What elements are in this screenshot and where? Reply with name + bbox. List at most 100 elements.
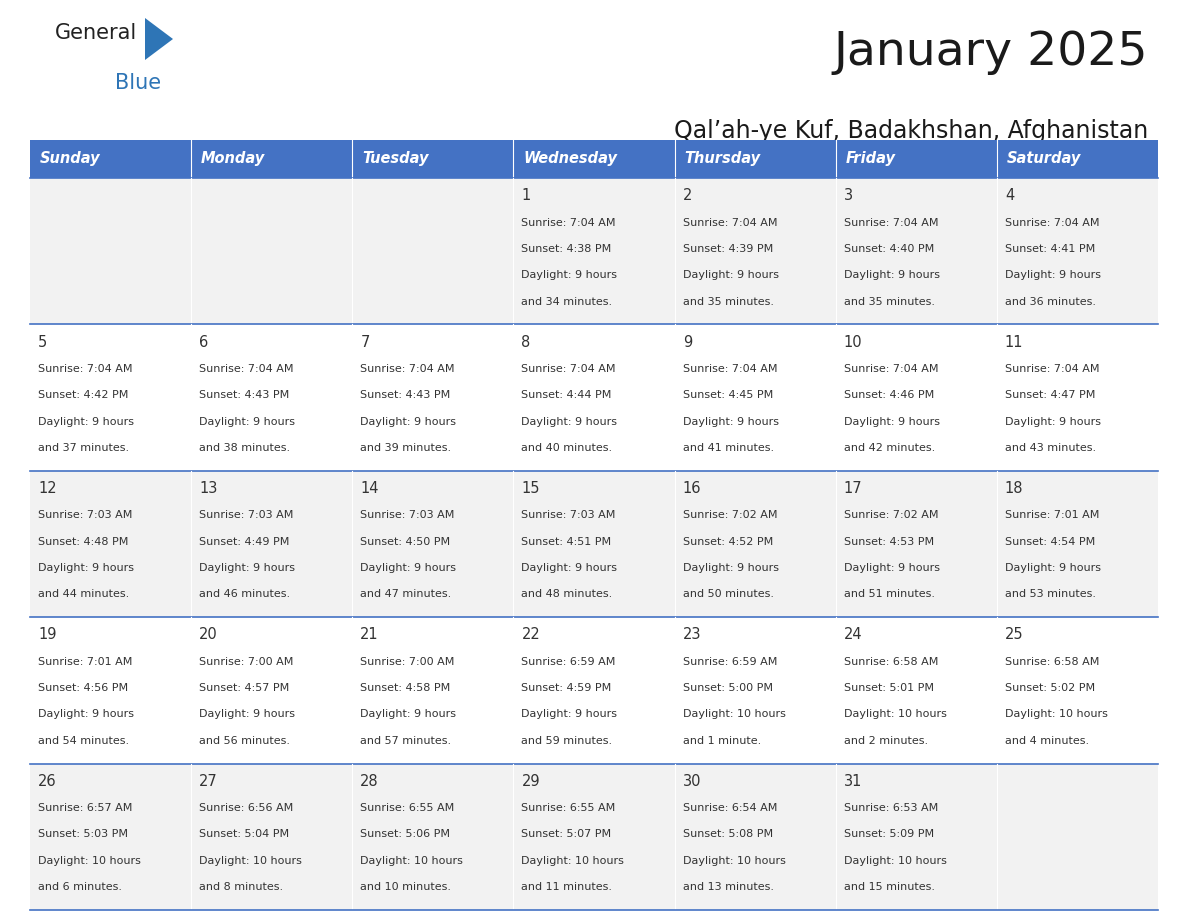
Text: and 37 minutes.: and 37 minutes. <box>38 443 129 453</box>
Text: and 56 minutes.: and 56 minutes. <box>200 736 290 745</box>
Text: Sunrise: 6:59 AM: Sunrise: 6:59 AM <box>683 656 777 666</box>
Text: Daylight: 10 hours: Daylight: 10 hours <box>843 856 947 866</box>
Text: Sunrise: 7:04 AM: Sunrise: 7:04 AM <box>38 364 133 374</box>
Text: Sunrise: 6:54 AM: Sunrise: 6:54 AM <box>683 803 777 813</box>
Text: 4: 4 <box>1005 188 1015 203</box>
Text: Sunrise: 7:00 AM: Sunrise: 7:00 AM <box>200 656 293 666</box>
Text: Sunset: 4:45 PM: Sunset: 4:45 PM <box>683 390 773 400</box>
Text: Sunset: 4:58 PM: Sunset: 4:58 PM <box>360 683 450 693</box>
Text: and 15 minutes.: and 15 minutes. <box>843 882 935 892</box>
Text: 14: 14 <box>360 481 379 496</box>
Text: Sunset: 4:42 PM: Sunset: 4:42 PM <box>38 390 128 400</box>
Text: Daylight: 10 hours: Daylight: 10 hours <box>683 710 785 720</box>
Text: Sunset: 4:50 PM: Sunset: 4:50 PM <box>360 537 450 547</box>
Text: Sunrise: 6:55 AM: Sunrise: 6:55 AM <box>360 803 455 813</box>
Text: Sunset: 4:47 PM: Sunset: 4:47 PM <box>1005 390 1095 400</box>
Text: 15: 15 <box>522 481 541 496</box>
Text: 28: 28 <box>360 774 379 789</box>
Text: and 34 minutes.: and 34 minutes. <box>522 297 613 307</box>
Text: Daylight: 9 hours: Daylight: 9 hours <box>200 710 295 720</box>
Text: 29: 29 <box>522 774 541 789</box>
Text: Sunrise: 7:04 AM: Sunrise: 7:04 AM <box>683 218 777 228</box>
Text: Daylight: 10 hours: Daylight: 10 hours <box>38 856 141 866</box>
Text: 11: 11 <box>1005 335 1023 350</box>
Text: Daylight: 10 hours: Daylight: 10 hours <box>522 856 625 866</box>
Text: Sunday: Sunday <box>39 151 100 166</box>
Text: Sunset: 4:43 PM: Sunset: 4:43 PM <box>200 390 290 400</box>
Text: Sunset: 4:40 PM: Sunset: 4:40 PM <box>843 244 934 254</box>
Text: January 2025: January 2025 <box>834 30 1148 75</box>
Text: and 57 minutes.: and 57 minutes. <box>360 736 451 745</box>
Text: 18: 18 <box>1005 481 1023 496</box>
Text: Daylight: 9 hours: Daylight: 9 hours <box>522 417 618 427</box>
Text: and 43 minutes.: and 43 minutes. <box>1005 443 1097 453</box>
Text: Sunset: 4:46 PM: Sunset: 4:46 PM <box>843 390 934 400</box>
Text: Sunrise: 6:55 AM: Sunrise: 6:55 AM <box>522 803 615 813</box>
Text: Sunset: 4:53 PM: Sunset: 4:53 PM <box>843 537 934 547</box>
Text: 10: 10 <box>843 335 862 350</box>
Text: 30: 30 <box>683 774 701 789</box>
Text: Sunset: 4:49 PM: Sunset: 4:49 PM <box>200 537 290 547</box>
Text: Tuesday: Tuesday <box>362 151 429 166</box>
Text: Sunrise: 6:56 AM: Sunrise: 6:56 AM <box>200 803 293 813</box>
Text: Daylight: 9 hours: Daylight: 9 hours <box>522 710 618 720</box>
Text: Sunset: 5:09 PM: Sunset: 5:09 PM <box>843 830 934 839</box>
Text: and 59 minutes.: and 59 minutes. <box>522 736 613 745</box>
Text: Sunrise: 7:04 AM: Sunrise: 7:04 AM <box>843 364 939 374</box>
Text: Sunrise: 7:04 AM: Sunrise: 7:04 AM <box>683 364 777 374</box>
Text: and 47 minutes.: and 47 minutes. <box>360 589 451 599</box>
Text: Daylight: 10 hours: Daylight: 10 hours <box>200 856 302 866</box>
Text: Sunrise: 7:03 AM: Sunrise: 7:03 AM <box>38 510 132 521</box>
Text: Sunset: 4:57 PM: Sunset: 4:57 PM <box>200 683 290 693</box>
Text: Daylight: 9 hours: Daylight: 9 hours <box>1005 417 1101 427</box>
Text: and 41 minutes.: and 41 minutes. <box>683 443 773 453</box>
Text: Sunrise: 6:59 AM: Sunrise: 6:59 AM <box>522 656 615 666</box>
Text: and 13 minutes.: and 13 minutes. <box>683 882 773 892</box>
Text: Sunrise: 6:53 AM: Sunrise: 6:53 AM <box>843 803 939 813</box>
Text: Sunset: 5:01 PM: Sunset: 5:01 PM <box>843 683 934 693</box>
Text: 13: 13 <box>200 481 217 496</box>
Bar <box>30 178 1158 324</box>
Text: Sunset: 5:03 PM: Sunset: 5:03 PM <box>38 830 128 839</box>
Text: Daylight: 9 hours: Daylight: 9 hours <box>843 563 940 573</box>
Text: Friday: Friday <box>846 151 896 166</box>
Text: Daylight: 9 hours: Daylight: 9 hours <box>1005 270 1101 280</box>
Text: 8: 8 <box>522 335 531 350</box>
Text: 27: 27 <box>200 774 217 789</box>
Text: Sunset: 5:00 PM: Sunset: 5:00 PM <box>683 683 772 693</box>
Text: Sunrise: 7:03 AM: Sunrise: 7:03 AM <box>360 510 455 521</box>
Text: Saturday: Saturday <box>1006 151 1081 166</box>
Text: 24: 24 <box>843 627 862 643</box>
Text: Daylight: 9 hours: Daylight: 9 hours <box>38 710 134 720</box>
Text: and 6 minutes.: and 6 minutes. <box>38 882 122 892</box>
Text: and 2 minutes.: and 2 minutes. <box>843 736 928 745</box>
Bar <box>30 617 1158 764</box>
Text: 25: 25 <box>1005 627 1024 643</box>
Text: Sunrise: 7:04 AM: Sunrise: 7:04 AM <box>522 218 617 228</box>
Text: Daylight: 9 hours: Daylight: 9 hours <box>360 710 456 720</box>
Text: and 53 minutes.: and 53 minutes. <box>1005 589 1095 599</box>
Text: Sunrise: 7:04 AM: Sunrise: 7:04 AM <box>843 218 939 228</box>
Text: Sunset: 5:02 PM: Sunset: 5:02 PM <box>1005 683 1095 693</box>
Text: Daylight: 9 hours: Daylight: 9 hours <box>843 417 940 427</box>
Text: Sunrise: 7:01 AM: Sunrise: 7:01 AM <box>1005 510 1099 521</box>
Text: and 8 minutes.: and 8 minutes. <box>200 882 283 892</box>
Text: and 35 minutes.: and 35 minutes. <box>683 297 773 307</box>
Text: 2: 2 <box>683 188 691 203</box>
Text: Daylight: 9 hours: Daylight: 9 hours <box>522 563 618 573</box>
Text: 3: 3 <box>843 188 853 203</box>
Text: 7: 7 <box>360 335 369 350</box>
Text: Sunrise: 7:00 AM: Sunrise: 7:00 AM <box>360 656 455 666</box>
Text: Sunset: 4:59 PM: Sunset: 4:59 PM <box>522 683 612 693</box>
Text: Sunrise: 7:03 AM: Sunrise: 7:03 AM <box>522 510 615 521</box>
Text: and 42 minutes.: and 42 minutes. <box>843 443 935 453</box>
Text: Sunrise: 7:04 AM: Sunrise: 7:04 AM <box>360 364 455 374</box>
Text: and 35 minutes.: and 35 minutes. <box>843 297 935 307</box>
Text: Sunset: 5:04 PM: Sunset: 5:04 PM <box>200 830 290 839</box>
Text: 6: 6 <box>200 335 208 350</box>
Text: Sunset: 5:07 PM: Sunset: 5:07 PM <box>522 830 612 839</box>
Text: Sunset: 4:41 PM: Sunset: 4:41 PM <box>1005 244 1095 254</box>
Text: 22: 22 <box>522 627 541 643</box>
Text: Monday: Monday <box>201 151 265 166</box>
Text: Daylight: 9 hours: Daylight: 9 hours <box>360 417 456 427</box>
